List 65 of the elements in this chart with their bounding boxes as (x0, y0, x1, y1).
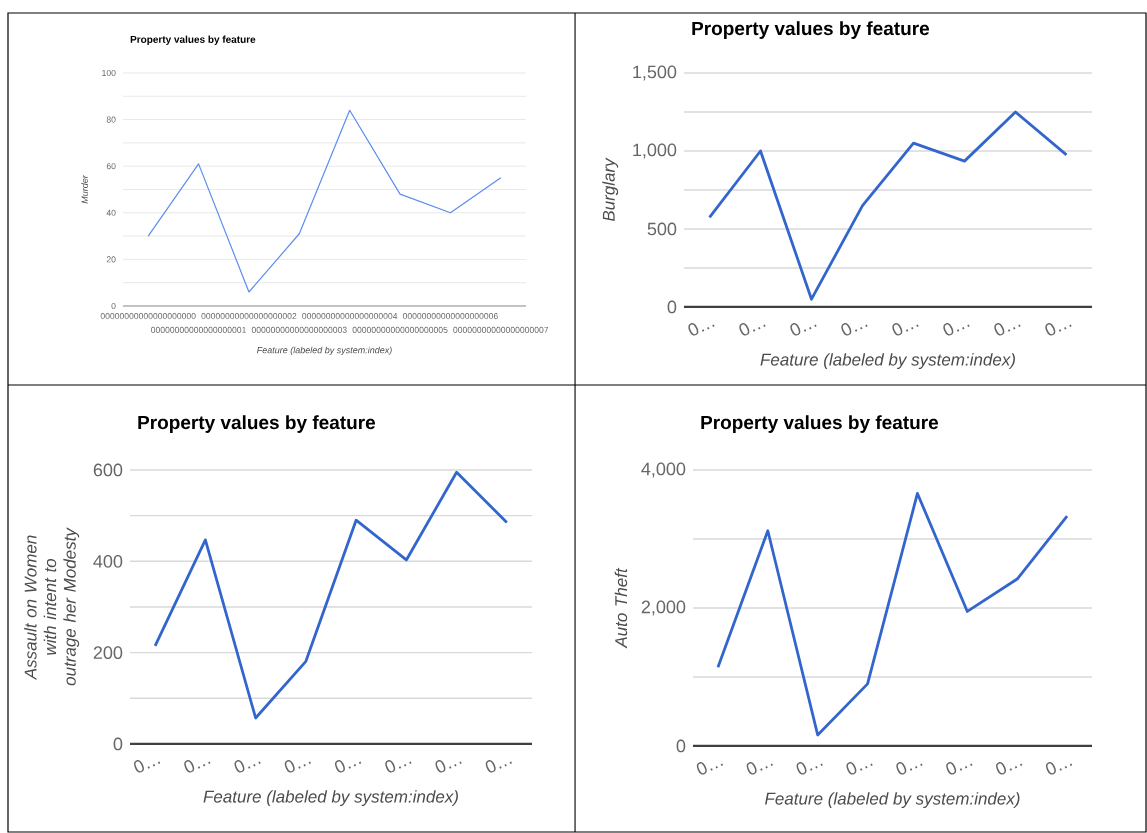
chart-title: Property values by feature (692, 21, 930, 39)
x-tick-label: 0… (994, 323, 1021, 336)
x-tick-label: 0… (184, 760, 211, 773)
y-tick-label: 0 (111, 302, 116, 310)
line-series (716, 492, 1069, 737)
x-tick-label: 00000000000000000004 (302, 313, 398, 320)
y-axis-title: Assault on Women with intent to outrage her Modesty (24, 527, 80, 686)
x-tick-label: 0… (1045, 762, 1073, 775)
chart-title: Property values by feature (138, 415, 376, 433)
x-tick-label: 0… (133, 760, 161, 773)
x-tick-label: 0… (485, 760, 512, 773)
y-tick-label: 400 (93, 554, 123, 568)
x-tick-label: 00000000000000000003 (251, 326, 347, 333)
x-tick-label: 0… (334, 760, 362, 773)
x-axis-title: Feature (labeled by system:index) (256, 346, 392, 356)
y-tick-label: 0 (667, 300, 677, 314)
x-tick-label: 0… (739, 323, 766, 336)
y-tick-label: 20 (106, 256, 116, 263)
x-tick-label: 0… (892, 323, 919, 336)
y-tick-label: 100 (102, 69, 116, 77)
y-tick-label: 4,000 (641, 462, 686, 478)
y-tick-label: 0 (676, 739, 686, 753)
y-tick-label: 1,500 (633, 65, 677, 81)
y-tick-label: 200 (93, 646, 123, 660)
y-tick-label: 80 (106, 116, 116, 123)
x-axis-title: Feature (labeled by system:index) (760, 353, 1015, 369)
x-tick-label: 0… (746, 762, 773, 775)
x-tick-label: 00000000000000000007 (453, 326, 549, 333)
x-tick-label: 0… (696, 762, 724, 775)
y-tick-label: 0 (113, 737, 123, 751)
line-series (153, 470, 509, 720)
x-tick-label: 0… (896, 762, 923, 775)
line-series (708, 110, 1068, 301)
x-tick-label: 0… (996, 762, 1023, 775)
x-tick-label: 0… (1045, 323, 1072, 336)
x-tick-label: 0… (841, 323, 868, 336)
x-tick-label: 0… (435, 760, 462, 773)
x-axis-title: Feature (labeled by system:index) (765, 792, 1020, 808)
x-tick-label: 00000000000000000002 (201, 313, 297, 320)
x-tick-label: 0… (943, 323, 970, 336)
chart-title: Property values by feature (130, 35, 256, 45)
line-series (147, 109, 502, 293)
x-tick-label: 0… (790, 323, 817, 336)
x-tick-label: 0… (946, 762, 973, 775)
x-tick-label: 0… (284, 760, 311, 773)
x-tick-label: 00000000000000000001 (151, 326, 246, 333)
chart-title: Property values by feature (701, 415, 939, 433)
x-tick-label: 00000000000000000000 (100, 313, 196, 320)
y-tick-label: 600 (93, 463, 123, 477)
y-tick-label: 40 (106, 209, 116, 216)
y-tick-label: 500 (647, 222, 677, 236)
y-tick-label: 2,000 (641, 600, 686, 616)
y-axis-title: Burglary (602, 157, 619, 222)
x-tick-label: 0… (796, 762, 823, 775)
y-axis-title: Murder (81, 174, 88, 204)
y-tick-label: 1,000 (633, 143, 677, 159)
y-axis-title: Auto Theft (614, 567, 628, 649)
x-tick-label: 0… (385, 760, 412, 773)
x-tick-label: 0… (688, 323, 715, 336)
x-axis-title: Feature (labeled by system:index) (203, 790, 458, 806)
x-tick-label: 00000000000000000006 (402, 313, 498, 320)
x-tick-label: 0… (846, 762, 873, 775)
y-tick-label: 60 (106, 163, 116, 170)
x-tick-label: 00000000000000000005 (352, 326, 448, 333)
x-tick-label: 0… (234, 760, 261, 773)
